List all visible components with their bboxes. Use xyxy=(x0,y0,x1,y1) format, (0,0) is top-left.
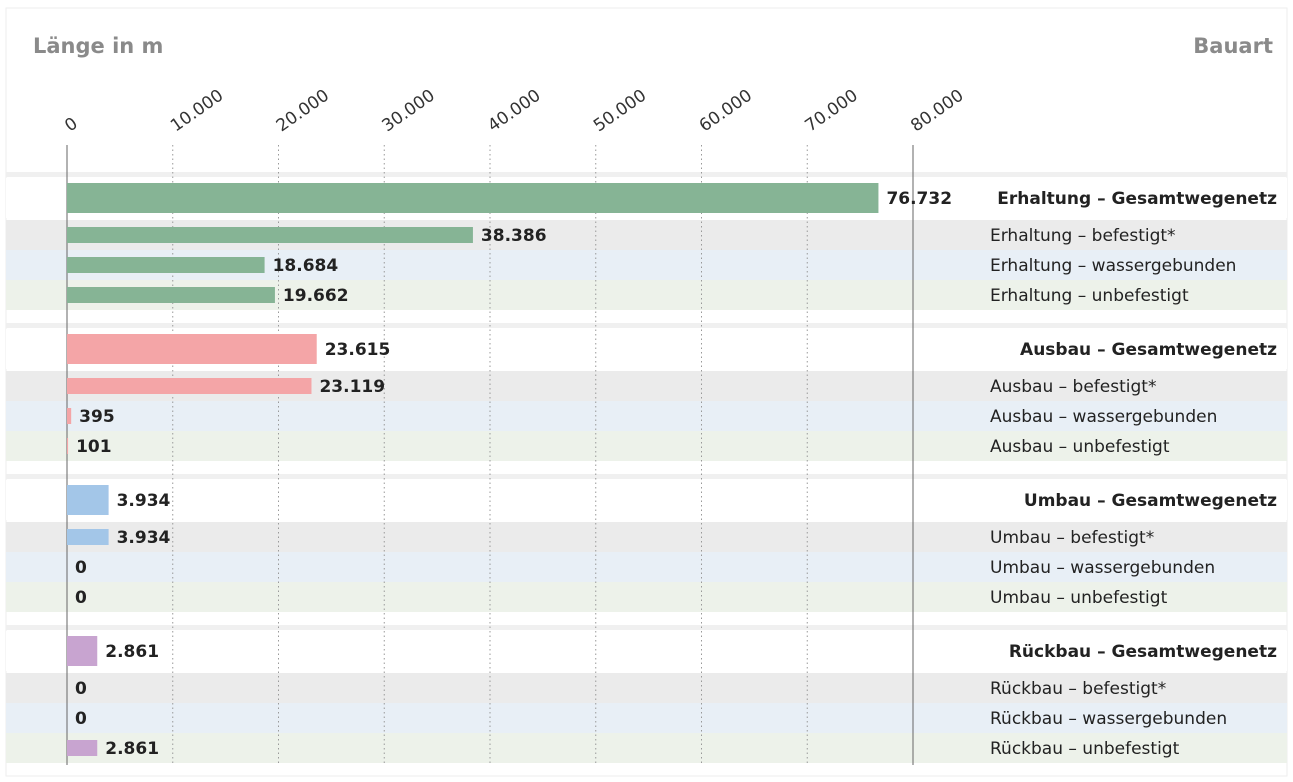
row-background xyxy=(6,733,1287,763)
category-label: Umbau – unbefestigt xyxy=(990,588,1168,608)
category-label: Umbau – Gesamtwegenetz xyxy=(1024,491,1277,511)
row-background xyxy=(6,431,1287,461)
y-axis-title: Bauart xyxy=(1193,34,1273,58)
row-background xyxy=(6,582,1287,612)
category-label: Rückbau – wassergebunden xyxy=(990,709,1227,729)
category-label: Ausbau – befestigt* xyxy=(990,377,1156,397)
value-label: 3.934 xyxy=(117,528,171,548)
category-label: Ausbau – wassergebunden xyxy=(990,407,1217,427)
bar xyxy=(67,438,69,454)
value-label: 0 xyxy=(75,679,87,699)
category-label: Erhaltung – wassergebunden xyxy=(990,256,1236,276)
bar xyxy=(67,227,473,243)
value-label: 19.662 xyxy=(283,286,349,306)
value-label: 18.684 xyxy=(273,256,339,276)
value-label: 0 xyxy=(75,709,87,729)
value-label: 23.615 xyxy=(325,340,391,360)
category-label: Umbau – wassergebunden xyxy=(990,558,1215,578)
value-label: 3.934 xyxy=(117,491,171,511)
category-label: Ausbau – unbefestigt xyxy=(990,437,1170,457)
row-background xyxy=(6,703,1287,733)
group-separator xyxy=(6,172,1287,177)
row-background xyxy=(6,673,1287,703)
value-label: 38.386 xyxy=(481,226,547,246)
category-label: Rückbau – unbefestigt xyxy=(990,739,1180,759)
bar xyxy=(67,740,98,756)
category-label: Erhaltung – Gesamtwegenetz xyxy=(997,189,1277,209)
value-label: 101 xyxy=(76,437,112,457)
row-background xyxy=(6,522,1287,552)
bar xyxy=(67,485,109,515)
bar xyxy=(67,636,98,666)
value-label: 0 xyxy=(75,558,87,578)
row-background xyxy=(6,401,1287,431)
bar xyxy=(67,183,879,213)
bar xyxy=(67,287,275,303)
value-label: 2.861 xyxy=(105,642,159,662)
category-label: Erhaltung – unbefestigt xyxy=(990,286,1189,306)
row-background xyxy=(6,480,1287,520)
value-label: 23.119 xyxy=(319,377,385,397)
group-separator xyxy=(6,625,1287,630)
bar xyxy=(67,408,72,424)
bar xyxy=(67,334,317,364)
value-label: 395 xyxy=(79,407,115,427)
category-label: Umbau – befestigt* xyxy=(990,528,1154,548)
category-label: Ausbau – Gesamtwegenetz xyxy=(1020,340,1277,360)
row-background xyxy=(6,631,1287,671)
x-axis-title: Länge in m xyxy=(33,34,163,58)
category-label: Erhaltung – befestigt* xyxy=(990,226,1176,246)
category-label: Rückbau – Gesamtwegenetz xyxy=(1009,642,1277,662)
group-separator xyxy=(6,323,1287,328)
bar xyxy=(67,257,265,273)
bar xyxy=(67,378,312,394)
category-label: Rückbau – befestigt* xyxy=(990,679,1166,699)
row-background xyxy=(6,552,1287,582)
value-label: 2.861 xyxy=(105,739,159,759)
value-label: 0 xyxy=(75,588,87,608)
bar xyxy=(67,529,109,545)
group-separator xyxy=(6,474,1287,479)
value-label: 76.732 xyxy=(886,189,952,209)
